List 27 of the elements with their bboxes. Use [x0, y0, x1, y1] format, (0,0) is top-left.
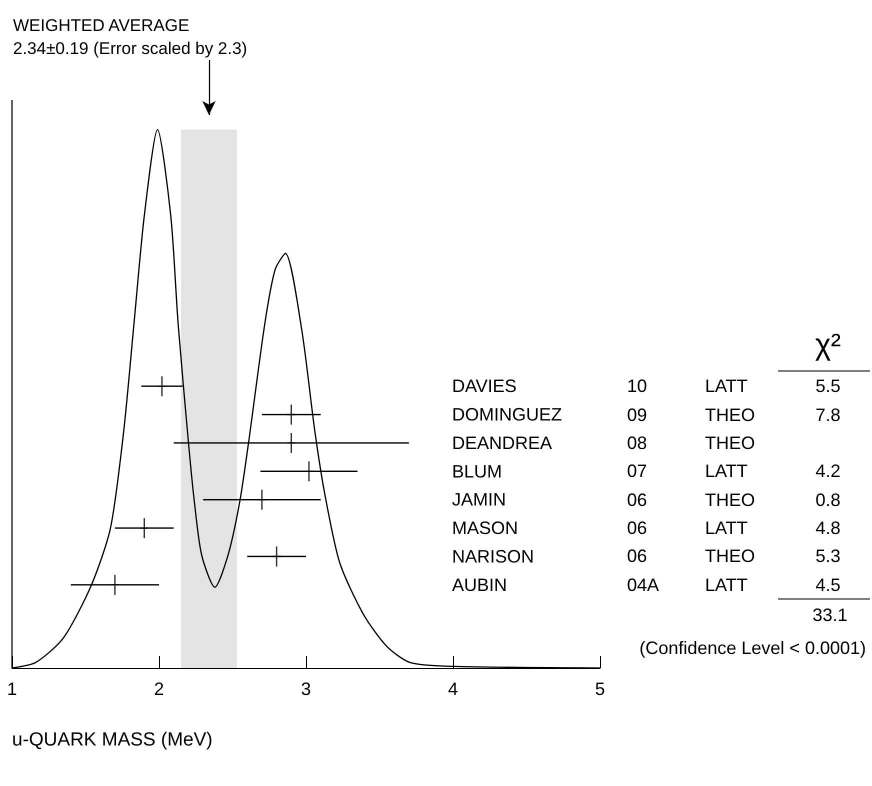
x-axis-title: u-QUARK MASS (MeV) — [12, 730, 213, 750]
chart-subtitle: 2.34±0.19 (Error scaled by 2.3) — [13, 39, 248, 58]
text: 08 THEO — [627, 432, 756, 453]
text: 06 THEO 0.8 — [627, 490, 841, 510]
chart-title: WEIGHTED AVERAGE — [13, 16, 190, 35]
x-tick-label: 1 — [6, 679, 18, 699]
x-tick-label: 4 — [448, 679, 458, 699]
y-tick-label: BLUM — [452, 461, 502, 482]
text: χ² — [815, 328, 841, 362]
text: 09 THEO 7.8 — [627, 404, 841, 425]
x-tick-label: 5 — [594, 679, 606, 699]
y-tick-label: DAVIES — [452, 376, 517, 396]
text: 04A LATT 4.5 — [627, 574, 841, 595]
text: 06 THEO 5.3 — [627, 546, 841, 566]
x-tick-label: 2 — [154, 679, 164, 699]
y-tick-label: DOMINGUEZ — [452, 404, 562, 425]
x-tick-label: 3 — [300, 679, 312, 699]
text: (Confidence Level < 0.0001) — [639, 638, 866, 658]
y-tick-label: JAMIN — [452, 490, 506, 510]
text: 33.1 — [812, 605, 848, 625]
y-tick-label: DEANDREA — [452, 432, 552, 453]
text: 07 LATT 4.2 — [627, 461, 841, 482]
y-tick-label: MASON — [452, 518, 518, 538]
text: 06 LATT 4.8 — [627, 518, 841, 538]
y-tick-label: NARISON — [452, 546, 534, 566]
y-tick-label: AUBIN — [452, 574, 508, 595]
text: 10 LATT 5.5 — [627, 376, 841, 396]
